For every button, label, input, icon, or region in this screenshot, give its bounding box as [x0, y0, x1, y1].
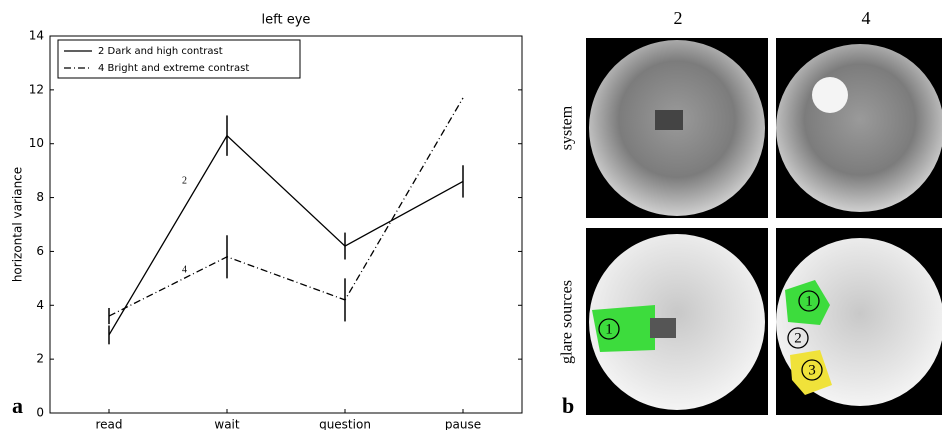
x-tick-label: read — [95, 418, 122, 431]
y-tick-label: 6 — [36, 244, 44, 258]
y-tick-label: 2 — [36, 352, 44, 366]
y-tick-label: 12 — [29, 82, 44, 96]
x-tick-label: pause — [445, 418, 481, 431]
plot-area — [50, 36, 522, 413]
y-tick-label: 14 — [29, 29, 44, 43]
marker-label: 2 — [794, 330, 802, 346]
line-chart: left eye horizontal variance 0 2 4 6 8 10 12 14 re… — [11, 13, 523, 431]
annotation: 4 — [182, 265, 187, 276]
image-glare-4 — [776, 228, 942, 415]
marker-label: 1 — [605, 321, 613, 337]
y-tick-label: 8 — [36, 190, 44, 204]
y-tick-label: 10 — [29, 136, 44, 150]
x-tick-label: question — [319, 418, 371, 431]
series-line — [109, 98, 463, 316]
column-header: 2 — [674, 8, 683, 28]
marker-label: 3 — [808, 362, 816, 378]
row-header: glare sources — [559, 280, 576, 364]
series-line — [109, 136, 463, 335]
panel-label: a — [12, 393, 23, 418]
image-glare-2 — [586, 228, 768, 415]
column-header: 4 — [862, 8, 871, 28]
marker-label: 1 — [805, 293, 813, 309]
y-tick-label: 0 — [36, 406, 44, 420]
legend-label: 2 Dark and high contrast — [98, 46, 223, 57]
image-system-2 — [586, 38, 768, 218]
annotation: 2 — [182, 176, 187, 187]
x-tick-label: wait — [214, 418, 240, 431]
y-axis-label: horizontal variance — [11, 167, 25, 282]
y-tick-label: 4 — [36, 298, 44, 312]
figure: left eyehorizontal variance02468101214re… — [0, 0, 942, 430]
legend-label: 4 Bright and extreme contrast — [98, 63, 249, 74]
chart-title: left eye — [262, 13, 311, 28]
image-system-4 — [776, 38, 942, 218]
panel-label: b — [562, 393, 574, 418]
row-header: system — [559, 105, 576, 150]
